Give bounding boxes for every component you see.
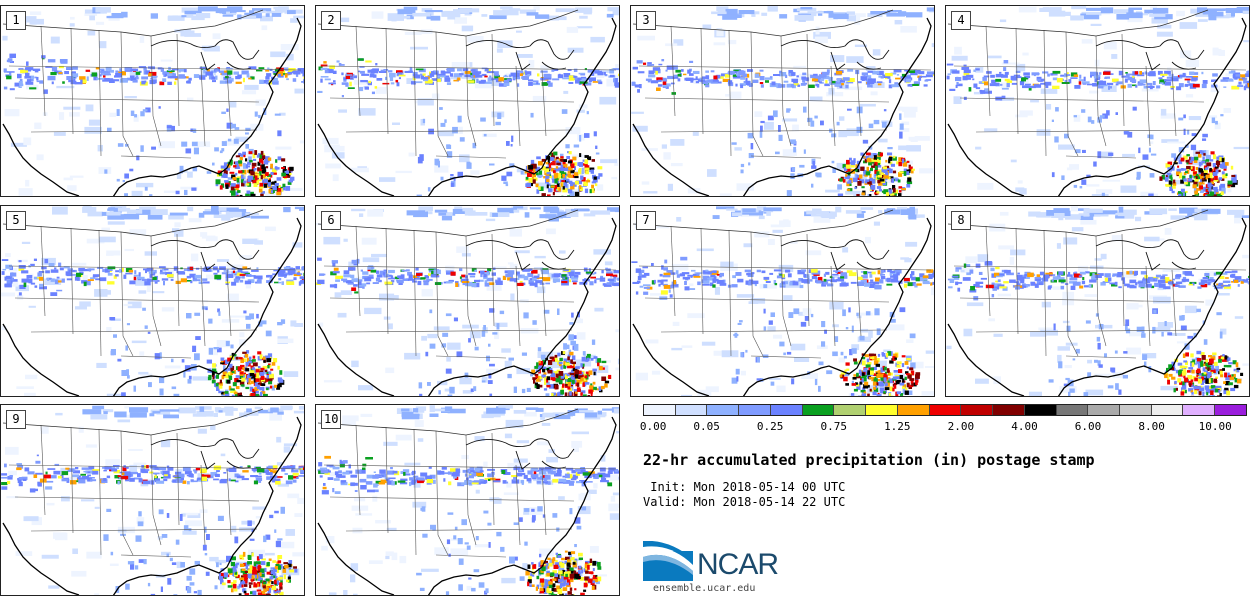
precip-map [1,206,304,396]
precip-map [317,405,619,595]
precip-colorbar: 0.00 0.05 0.25 0.75 1.25 2.00 4.00 6.00 8.00 10.0… [639,404,1248,438]
member-panel: 8 [945,205,1250,397]
colorbar-tick-label: 0.75 [820,420,847,433]
member-number: 6 [321,211,341,230]
colorbar-swatch [644,405,676,415]
member-number: 10 [321,410,342,429]
ncar-logo-text: NCAR [697,548,779,581]
colorbar-tick-label: 10.00 [1198,420,1232,433]
colorbar-swatch [675,405,708,415]
member-number: 1 [6,11,26,30]
colorbar-swatch [993,405,1025,415]
precip-map [946,6,1249,196]
member-panel: 5 [0,205,305,397]
colorbar-swatch [929,405,962,415]
member-number: 5 [6,211,26,230]
map-title: 22-hr accumulated precipitation (in) pos… [643,451,1095,469]
colorbar-swatch [1183,405,1216,415]
precip-map [317,6,619,196]
member-panel: 9 [0,404,305,596]
colorbar-tick-label: 1.25 [884,420,911,433]
colorbar-tick-labels: 0.00 0.05 0.25 0.75 1.25 2.00 4.00 6.00 8.00 10.0… [639,420,1248,436]
member-panel: 6 [315,205,620,397]
colorbar-tick-label: 4.00 [1011,420,1038,433]
ncar-logo-icon [643,541,693,581]
colorbar-swatch [897,405,930,415]
precip-map [1,405,304,595]
precip-map [946,206,1249,396]
colorbar-tick-label: 6.00 [1074,420,1102,433]
colorbar-swatch [961,405,994,415]
colorbar-tick-label: 0.25 [756,420,784,433]
colorbar-swatch [1151,405,1184,415]
member-number: 2 [321,11,341,30]
member-number: 7 [636,211,656,230]
colorbar-tick-label: 8.00 [1138,420,1165,433]
valid-time: Valid: Mon 2018-05-14 22 UTC [643,495,846,509]
precip-map [2,6,304,196]
colorbar-swatch [1088,405,1121,415]
colorbar-tick-label: 0.05 [693,420,720,433]
colorbar-swatch [1024,405,1057,415]
colorbar-swatch [834,405,867,415]
precip-map [631,6,934,196]
colorbar-swatch [1120,405,1152,415]
colorbar-swatch [739,405,771,415]
colorbar-swatch [707,405,740,415]
colorbar-swatches [643,404,1247,416]
member-panel: 2 [315,5,620,197]
colorbar-swatch [770,405,803,415]
colorbar-swatch [1056,405,1089,415]
member-panel: 7 [630,205,935,397]
colorbar-swatch [866,405,898,415]
colorbar-swatch [802,405,835,415]
member-number: 4 [951,11,971,30]
member-number: 3 [636,11,656,30]
precip-map [631,206,934,396]
member-panel: 3 [630,5,935,197]
ensemble-url: ensemble.ucar.edu [653,583,756,594]
precip-map [316,206,619,396]
colorbar-swatch [1215,405,1246,415]
colorbar-tick-label: 0.00 [639,420,667,433]
member-number: 8 [951,211,971,230]
member-panel: 1 [0,5,305,197]
init-time: Init: Mon 2018-05-14 00 UTC [643,480,846,494]
member-panel: 10 [315,404,620,596]
member-number: 9 [6,410,26,429]
member-panel: 4 [945,5,1250,197]
colorbar-tick-label: 2.00 [947,420,975,433]
